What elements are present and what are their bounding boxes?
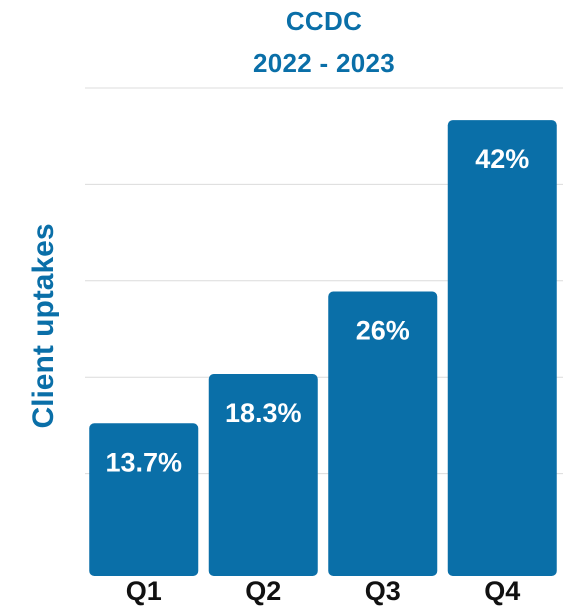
chart-subtitle: 2022 - 2023 xyxy=(252,48,396,78)
x-tick-q1: Q1 xyxy=(126,576,162,606)
bar-q4 xyxy=(447,120,557,576)
x-tick-q2: Q2 xyxy=(245,576,281,606)
data-label-q3: 26% xyxy=(356,316,410,346)
data-label-q4: 42% xyxy=(475,144,529,174)
x-tick-q4: Q4 xyxy=(484,576,520,606)
bar-q2 xyxy=(208,373,318,576)
bar-q1 xyxy=(89,423,199,576)
data-label-q2: 18.3% xyxy=(225,398,302,428)
data-label-q1: 13.7% xyxy=(105,447,182,477)
x-tick-q3: Q3 xyxy=(365,576,401,606)
bar-q3 xyxy=(328,291,438,576)
chart-title: CCDC xyxy=(285,6,363,36)
